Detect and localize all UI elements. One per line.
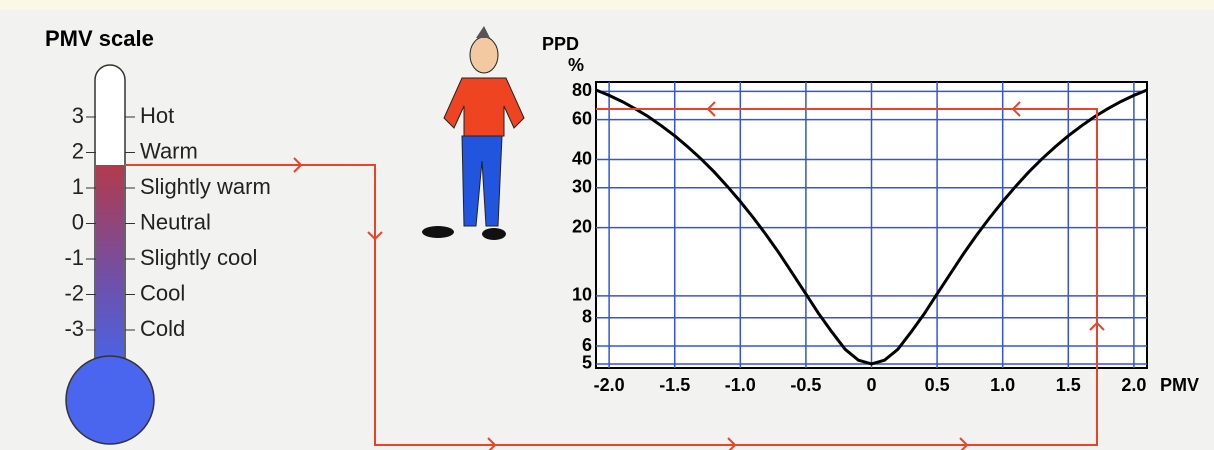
y-tick-label: 8 — [582, 307, 592, 327]
x-tick-label: 1.5 — [1056, 375, 1081, 395]
level-label: Neutral — [140, 209, 211, 234]
level-number: 2 — [72, 138, 84, 163]
x-tick-label: -1.0 — [725, 375, 756, 395]
level-number: -3 — [64, 316, 84, 341]
x-tick-label: 0.5 — [925, 375, 950, 395]
x-tick-label: -0.5 — [790, 375, 821, 395]
y-tick-label: 10 — [572, 285, 592, 305]
x-tick-label: 2.0 — [1121, 375, 1146, 395]
level-number: 1 — [72, 174, 84, 199]
page: PMV scale 3 Hot 2 Warm 1 Slightly warm 0 Neutra… — [0, 0, 1214, 450]
y-tick-label: 40 — [572, 148, 592, 168]
y-tick-label: 80 — [572, 80, 592, 100]
y-tick-label: 5 — [582, 353, 592, 373]
x-tick-label: -1.5 — [659, 375, 690, 395]
level-label: Slightly cool — [140, 245, 257, 270]
level-label: Cool — [140, 280, 185, 305]
top-strip — [0, 0, 1214, 10]
x-tick-label: 1.0 — [990, 375, 1015, 395]
level-label: Slightly warm — [140, 174, 271, 199]
y-tick-label: 60 — [572, 108, 592, 128]
level-label: Cold — [140, 316, 185, 341]
scale-title: PMV scale — [45, 26, 154, 51]
y-tick-label: 20 — [572, 216, 592, 236]
y-tick-label: 6 — [582, 335, 592, 355]
level-label: Hot — [140, 103, 174, 128]
x-axis-label: PMV — [1160, 375, 1199, 395]
x-tick-label: -2.0 — [594, 375, 625, 395]
level-label: Warm — [140, 138, 198, 163]
y-axis-label: PPD — [542, 34, 579, 54]
level-number: -2 — [64, 280, 84, 305]
level-number: 3 — [72, 103, 84, 128]
level-number: 0 — [72, 209, 84, 234]
x-tick-label: 0 — [866, 375, 876, 395]
level-number: -1 — [64, 245, 84, 270]
y-axis-unit: % — [568, 55, 584, 75]
y-tick-label: 30 — [572, 177, 592, 197]
